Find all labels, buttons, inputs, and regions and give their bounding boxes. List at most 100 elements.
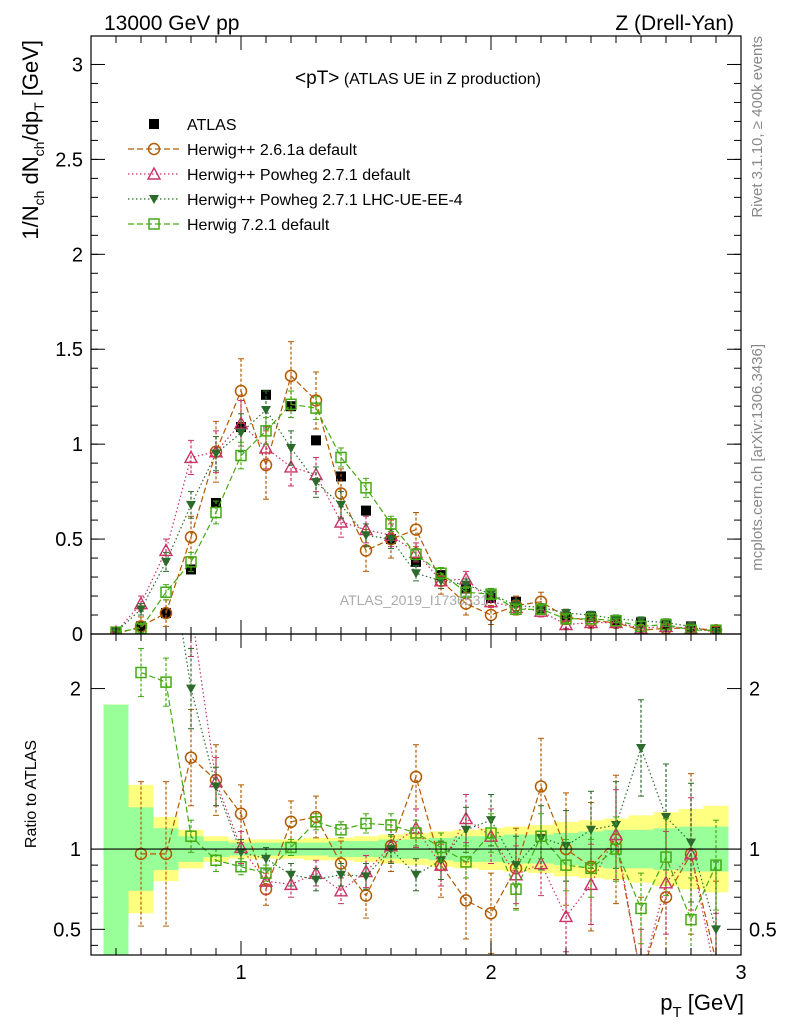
ratio-y-tick-label: 0.5 — [53, 919, 81, 941]
ratio-point — [385, 819, 397, 831]
data-point — [311, 435, 321, 446]
ratio-point — [333, 883, 349, 897]
data-point — [309, 394, 323, 407]
ratio-x-axis: 1 2 3 — [115, 634, 747, 984]
ratio-point — [236, 848, 246, 858]
main-series — [109, 341, 723, 634]
main-title: <pT> (ATLAS UE in Z production) — [295, 68, 541, 89]
data-point — [435, 567, 447, 580]
legend-item: Herwig++ 2.6.1a default — [128, 142, 357, 159]
ratio-point — [260, 867, 272, 879]
legend-label: ATLAS — [187, 117, 237, 134]
main-panel: 0 0.5 1 1.5 2 2.5 3 — [55, 35, 742, 646]
legend-label: Herwig++ 2.6.1a default — [187, 142, 357, 159]
ratio-point — [560, 859, 572, 871]
data-point — [410, 548, 422, 561]
data-point — [459, 597, 473, 610]
ratio-point — [534, 780, 548, 793]
data-point — [235, 449, 247, 462]
ratio-y-tick-label: 2 — [70, 679, 81, 701]
ratio-line — [140, 671, 717, 922]
xlabel-p: p — [660, 990, 672, 1015]
main-ylabel: 1/Nch dNch/dpT [GeV] — [18, 40, 47, 240]
ratio-point — [460, 856, 472, 868]
data-point — [336, 500, 346, 510]
ratio-point — [285, 841, 297, 854]
ratio-point — [484, 907, 498, 920]
ratio-point — [685, 913, 697, 926]
legend-item: Herwig++ Powheg 2.7.1 LHC-UE-EE-4 — [128, 192, 463, 209]
ratio-point — [586, 825, 596, 835]
ratio-point — [135, 442, 147, 453]
data-point — [685, 624, 697, 634]
ratio-point — [283, 876, 299, 891]
ratio-point — [360, 817, 372, 830]
ylabel-sub-ch-1: ch — [31, 191, 47, 206]
data-point — [361, 531, 371, 541]
data-point — [386, 535, 396, 545]
data-point — [233, 415, 249, 429]
data-point — [186, 500, 196, 510]
ratio-point — [459, 894, 473, 907]
legend-label: Herwig++ Powheg 2.7.1 default — [187, 167, 411, 184]
header-left: 13000 GeV pp — [104, 12, 239, 35]
ratio-y-tick-label-right: 0.5 — [749, 919, 777, 941]
main-y-axis: 0 0.5 1 1.5 2 2.5 3 — [55, 54, 741, 646]
x-axis-label: pT [GeV] — [660, 990, 744, 1021]
ratio-point — [635, 971, 647, 982]
data-point — [183, 449, 199, 464]
ratio-point — [410, 827, 422, 839]
ratio-series-3 — [135, 647, 722, 955]
ratio-point — [635, 902, 647, 915]
ratio-point — [535, 830, 547, 842]
ratio-panel: 1 2 30.5 0.51 12 2 — [53, 442, 777, 984]
ratio-point — [185, 830, 197, 842]
band-green — [103, 704, 129, 955]
data-point — [409, 523, 423, 536]
ratio-line — [141, 756, 716, 955]
legend-marker — [147, 142, 161, 156]
data-point — [136, 605, 146, 615]
data-point — [185, 556, 197, 568]
main-title-main: <pT> — [295, 68, 339, 89]
ratio-series — [134, 442, 722, 982]
y-tick-label: 0 — [72, 624, 83, 646]
data-point — [411, 569, 421, 579]
ratio-series-2 — [161, 524, 721, 955]
legend-marker — [148, 218, 160, 230]
ratio-point — [134, 847, 148, 861]
ratio-point — [510, 883, 522, 895]
data-point — [485, 588, 497, 600]
ratio-point — [461, 825, 471, 835]
data-point — [585, 613, 597, 625]
ratio-point — [135, 666, 147, 679]
series-line — [115, 422, 717, 633]
ratio-point — [310, 816, 322, 828]
mcplots-label: mcplots.cern.ch [arXiv:1306.3436] — [749, 344, 766, 571]
ratio-point — [160, 676, 172, 688]
main-x-axis — [115, 36, 742, 634]
main-title-sub: (ATLAS UE in Z production) — [339, 71, 541, 88]
legend-item: Herwig++ Powheg 2.7.1 default — [128, 166, 411, 184]
ratio-point — [161, 524, 171, 533]
ratio-point — [585, 862, 597, 875]
ratio-point — [335, 824, 347, 836]
data-point — [234, 384, 248, 398]
ratio-point — [336, 870, 346, 880]
ratio-point — [184, 751, 198, 764]
ratio-series-1 — [135, 442, 719, 982]
legend-marker — [149, 119, 159, 129]
ratio-point — [284, 815, 298, 829]
legend-marker — [149, 195, 159, 204]
ratio-point — [660, 851, 672, 863]
ratio-y-tick-label-right: 1 — [749, 839, 760, 861]
data-point — [261, 405, 271, 415]
ratio-frame — [90, 633, 742, 956]
watermark: ATLAS_2019_I1736531 — [340, 592, 489, 608]
data-point — [560, 613, 572, 625]
data-point — [159, 606, 173, 620]
ratio-line — [194, 634, 713, 955]
data-point — [311, 478, 321, 488]
ratio-point — [686, 838, 696, 848]
